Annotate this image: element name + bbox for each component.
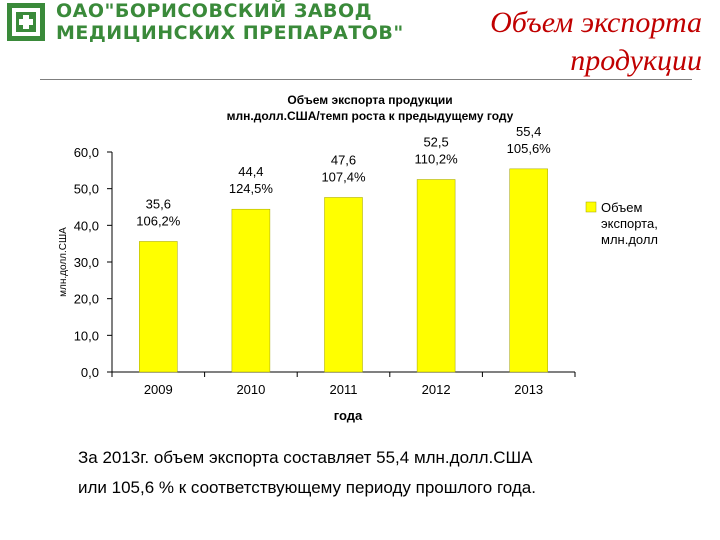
legend-label: млн.долл <box>601 232 658 247</box>
company-name: ОАО"БОРИСОВСКИЙ ЗАВОД МЕДИЦИНСКИХ ПРЕПАР… <box>56 0 404 44</box>
company-logo-icon <box>7 3 45 41</box>
slide-title-line2: продукции <box>570 44 702 77</box>
y-tick-label: 20,0 <box>74 292 99 307</box>
y-tick-label: 50,0 <box>74 182 99 197</box>
slide-title-line1: Объем экспорта <box>490 6 702 39</box>
slide-title: Объем экспорта продукции <box>490 4 702 80</box>
bar <box>324 197 363 373</box>
data-label-value: 52,5 <box>423 135 448 150</box>
y-tick-label: 40,0 <box>74 218 99 233</box>
bar <box>416 179 456 373</box>
company-name-line1: ОАО"БОРИСОВСКИЙ ЗАВОД <box>56 0 373 22</box>
y-tick-label: 0,0 <box>81 365 99 380</box>
data-label-growth: 107,4% <box>321 169 366 184</box>
data-label-growth: 110,2% <box>415 152 459 167</box>
bar <box>231 208 271 373</box>
x-tick-label: 2013 <box>514 382 543 397</box>
x-tick-label: 2010 <box>236 382 265 397</box>
bar <box>139 241 178 373</box>
summary-line1: За 2013г. объем экспорта составляет 55,4… <box>78 448 533 467</box>
header-divider <box>40 79 692 80</box>
legend-swatch <box>585 201 597 213</box>
x-tick-label: 2009 <box>144 382 173 397</box>
data-label-value: 47,6 <box>331 152 356 167</box>
y-axis-title: млн.долл.США <box>58 227 69 297</box>
data-label-value: 35,6 <box>146 196 171 211</box>
x-tick-label: 2011 <box>330 382 358 397</box>
summary-line2: или 105,6 % к соответствующему периоду п… <box>78 478 536 497</box>
y-tick-label: 10,0 <box>74 328 99 343</box>
data-label-growth: 124,5% <box>229 181 274 196</box>
data-label-growth: 106,2% <box>136 213 181 228</box>
y-tick-label: 60,0 <box>74 145 99 160</box>
bar <box>509 168 548 373</box>
legend-label: экспорта, <box>601 216 658 231</box>
chart-title: Объем экспорта продукции млн.долл.США/те… <box>150 92 590 124</box>
company-name-line2: МЕДИЦИНСКИХ ПРЕПАРАТОВ" <box>56 22 404 44</box>
x-tick-label: 2012 <box>422 382 451 397</box>
y-tick-label: 30,0 <box>74 255 99 270</box>
chart-title-line2: млн.долл.США/темп роста к предыдущему го… <box>226 109 514 123</box>
legend-label: Объем <box>601 200 642 215</box>
data-label-value: 55,4 <box>516 124 541 139</box>
summary-text: За 2013г. объем экспорта составляет 55,4… <box>78 443 536 503</box>
chart-title-line1: Объем экспорта продукции <box>287 93 453 107</box>
export-bar-chart: 0,0 10,0 20,0 30,0 40,0 50,0 60,0 2009 35,6 106,2… <box>58 124 658 423</box>
x-axis-title: года <box>334 408 363 423</box>
data-label-growth: 105,6% <box>507 141 552 156</box>
data-label-value: 44,4 <box>238 164 263 179</box>
